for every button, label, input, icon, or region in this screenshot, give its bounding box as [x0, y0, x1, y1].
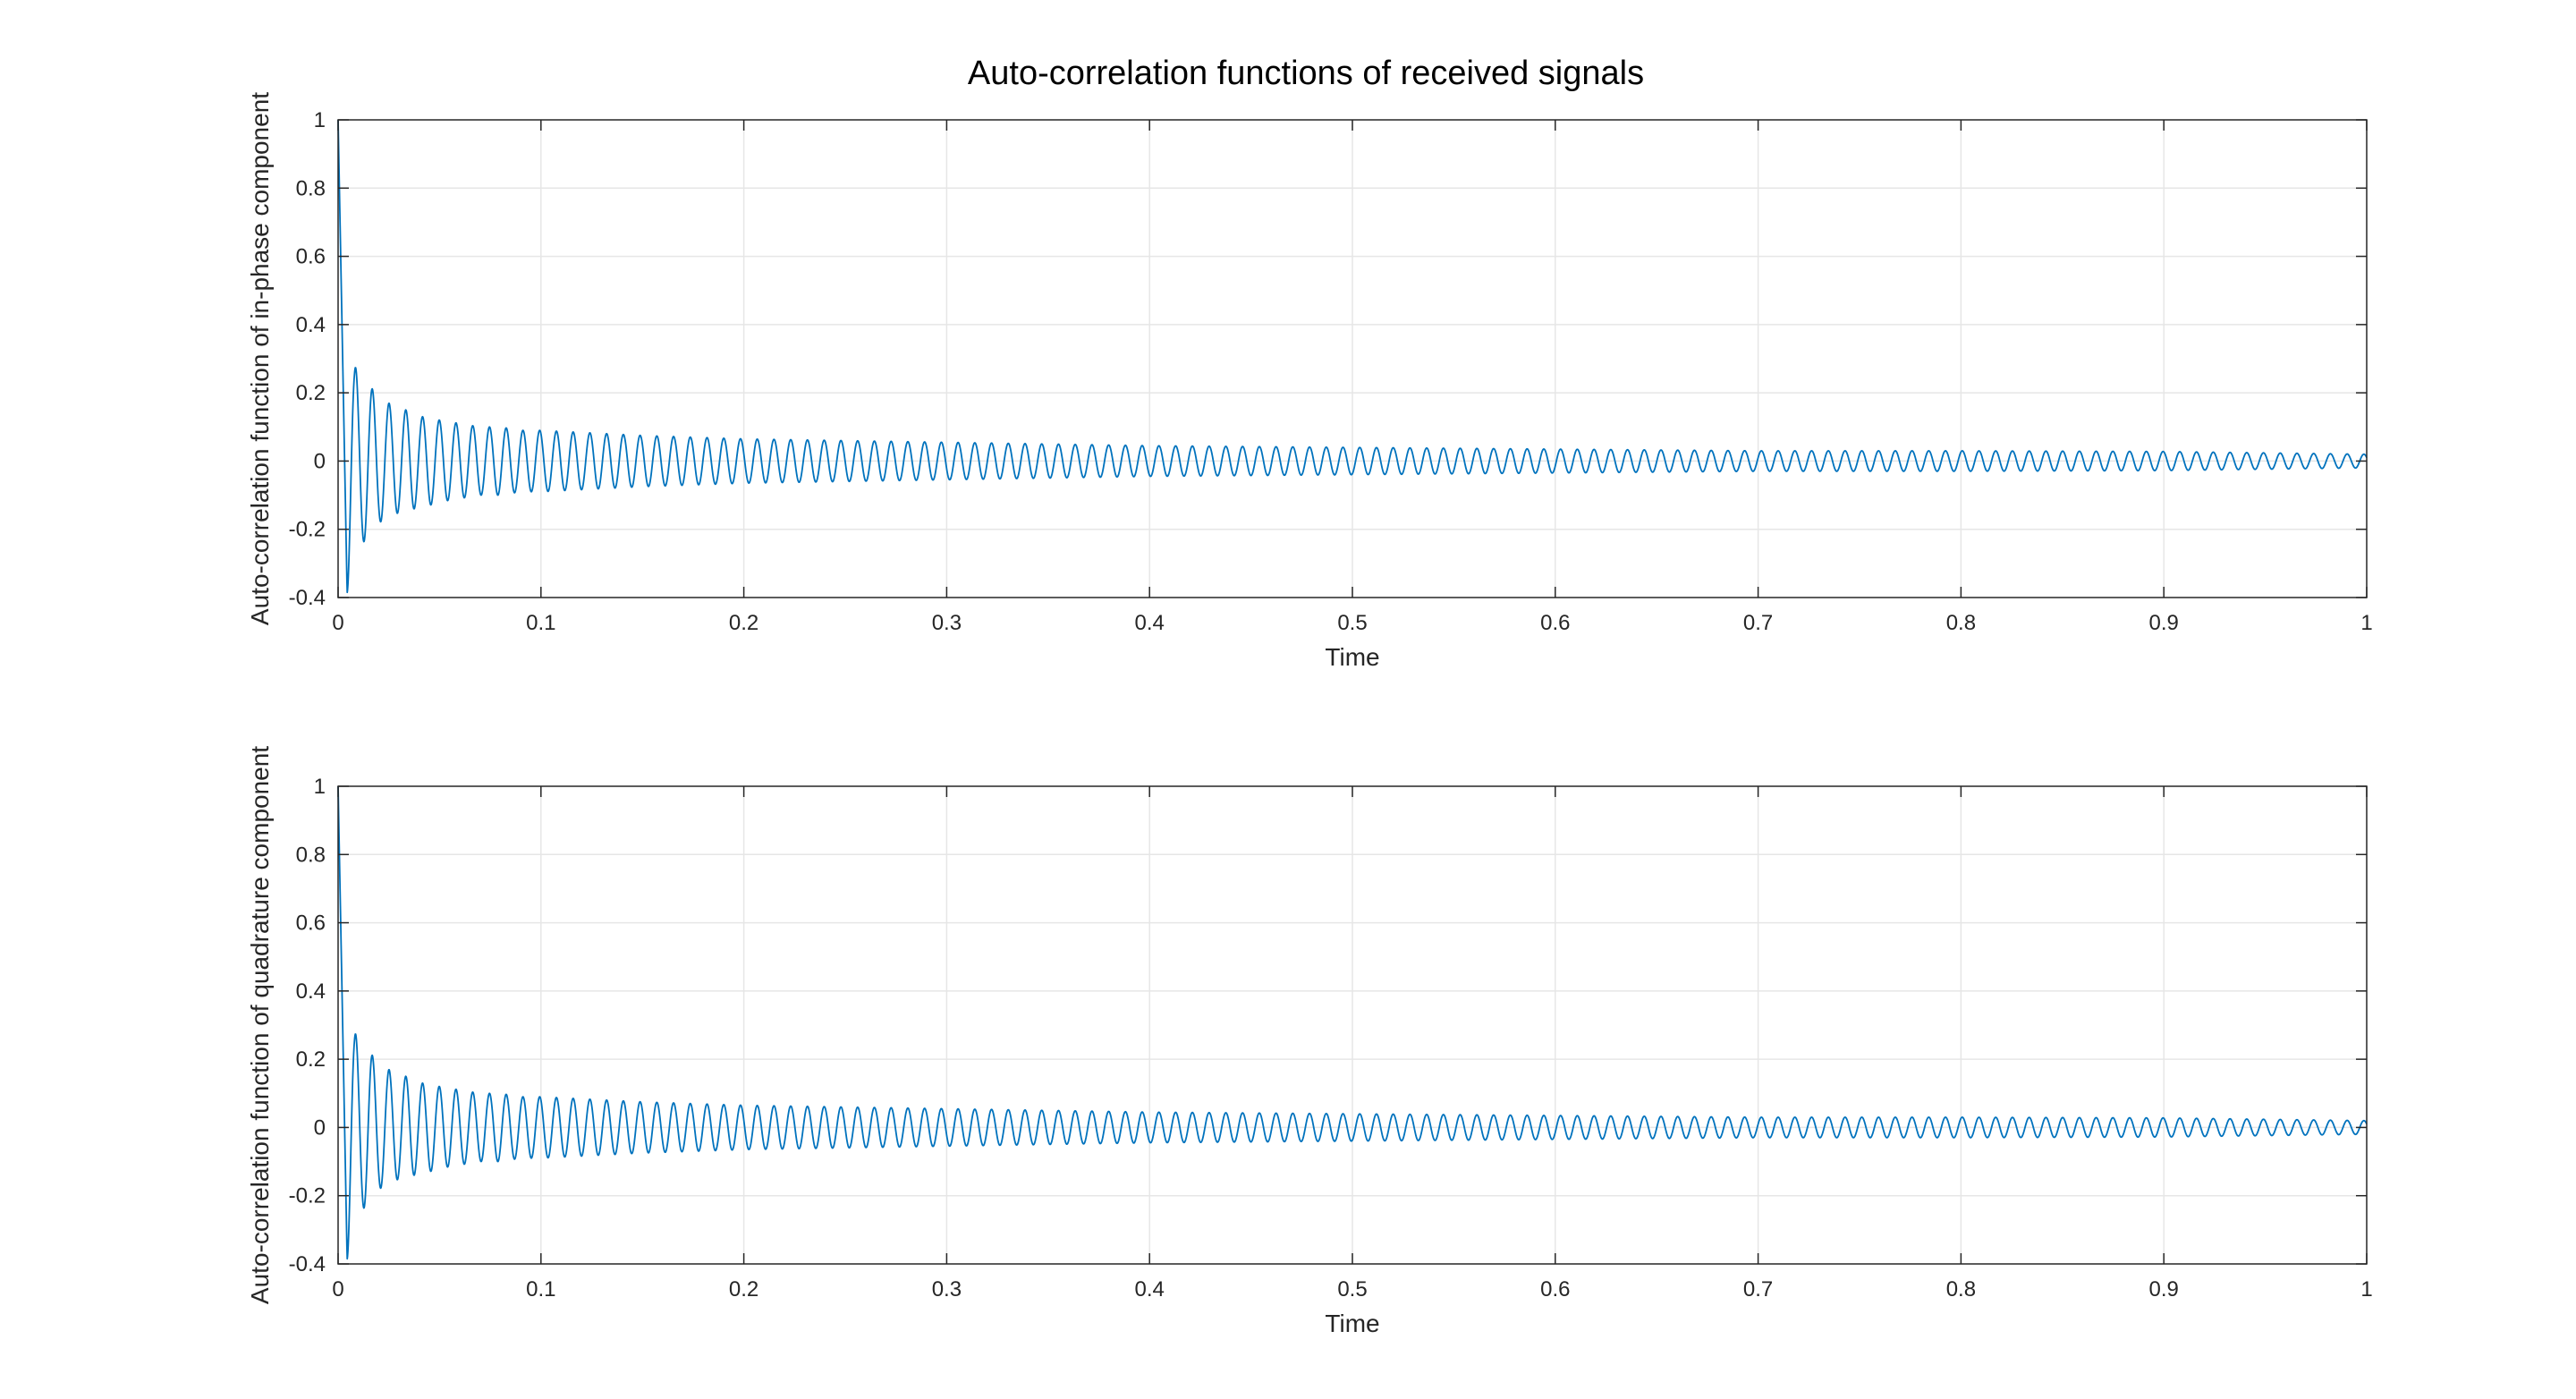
y-tick-label: 0.2: [296, 1047, 326, 1072]
series-line: [337, 785, 2368, 1260]
y-axis-label: Auto-correlation function of in-phase co…: [246, 92, 274, 625]
subplot-quadrature: 0 0.1 0.2 0.3 0.4 0.5 0.6 0.7 0.8 0.9 1 -0.4 -0.2 0 0.…: [246, 746, 2373, 1337]
y-tick-label: -0.2: [289, 1184, 326, 1208]
x-axis-label: Time: [1325, 1310, 1379, 1337]
y-tick-label: 0.2: [296, 381, 326, 405]
y-axis-label: Auto-correlation function of quadrature …: [246, 746, 274, 1304]
x-tick-label: 0.1: [526, 611, 555, 635]
x-tick-label: 0.2: [729, 1277, 758, 1301]
x-tick-label: 0.4: [1135, 1277, 1165, 1301]
x-tick-label: 0.6: [1540, 611, 1570, 635]
y-tick-label: 0: [314, 1115, 326, 1140]
x-tick-label: 0.8: [1946, 611, 1976, 635]
x-tick-label: 0: [332, 1277, 343, 1301]
x-tick-label: 0.7: [1743, 1277, 1773, 1301]
x-tick-label: 0.3: [932, 1277, 962, 1301]
x-tick-label: 1: [2360, 1277, 2372, 1301]
y-tick-label: 0.6: [296, 245, 326, 269]
x-tick-label: 0: [332, 611, 343, 635]
figure-title: Auto-correlation functions of received s…: [968, 55, 1644, 92]
y-tick-label: 0.8: [296, 176, 326, 200]
x-tick-label: 0.9: [2149, 611, 2179, 635]
series-line: [337, 119, 2368, 594]
x-tick-label: 0.5: [1337, 1277, 1367, 1301]
y-tick-label: -0.4: [289, 1252, 326, 1276]
y-tick-label: -0.4: [289, 586, 326, 610]
y-tick-label: 0.8: [296, 843, 326, 867]
x-tick-label: 0.6: [1540, 1277, 1570, 1301]
x-tick-label: 1: [2360, 611, 2372, 635]
x-axis-label: Time: [1325, 643, 1379, 671]
x-tick-label: 0.3: [932, 611, 962, 635]
x-tick-label: 0.8: [1946, 1277, 1976, 1301]
y-tick-label: 0.4: [296, 313, 326, 337]
y-tick-label: 0.6: [296, 911, 326, 936]
x-tick-label: 0.1: [526, 1277, 555, 1301]
x-tick-label: 0.5: [1337, 611, 1367, 635]
y-tick-label: 0.4: [296, 979, 326, 1004]
x-tick-label: 0.4: [1135, 611, 1165, 635]
y-tick-label: 1: [314, 775, 326, 799]
subplot-in-phase: 0 0.1 0.2 0.3 0.4 0.5 0.6 0.7 0.8 0.9 1 -0.4 -0.2 0 0.…: [246, 92, 2373, 671]
y-tick-label: 1: [314, 108, 326, 132]
y-tick-label: 0: [314, 449, 326, 473]
y-tick-label: -0.2: [289, 518, 326, 542]
x-tick-label: 0.2: [729, 611, 758, 635]
x-tick-label: 0.7: [1743, 611, 1773, 635]
x-tick-label: 0.9: [2149, 1277, 2179, 1301]
